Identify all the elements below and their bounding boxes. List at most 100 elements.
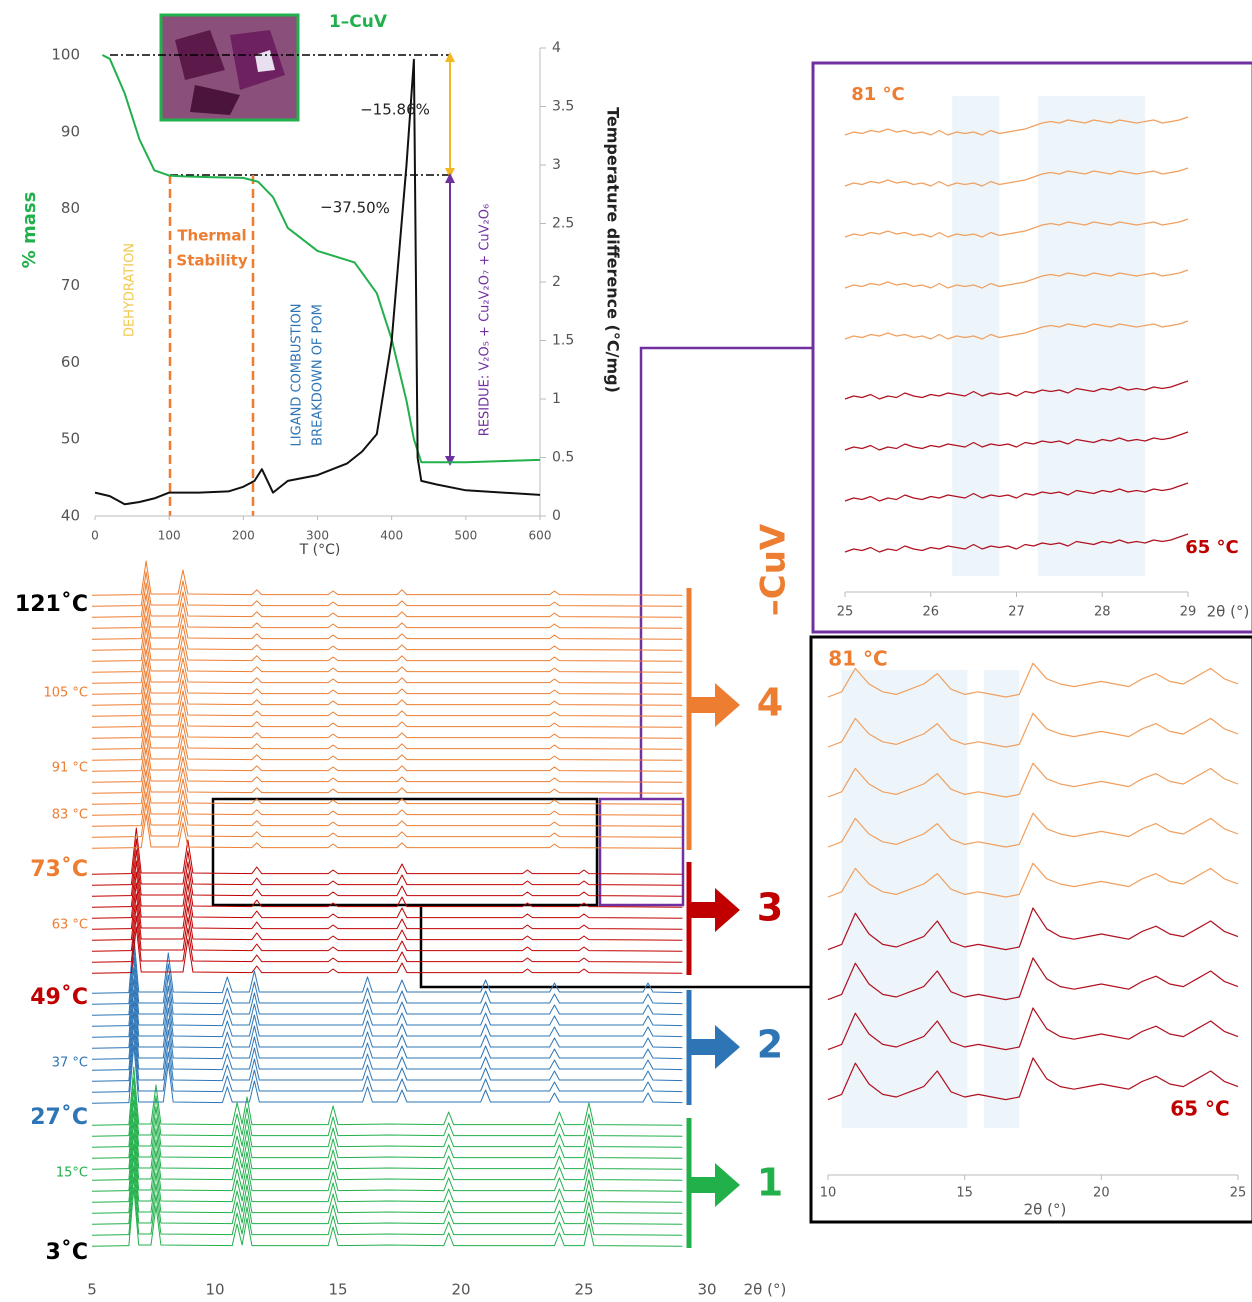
x-axis-title: 2θ (°)	[1024, 1201, 1067, 1219]
temperature-label: 63 °C	[52, 918, 88, 933]
phase-label: 1	[757, 1161, 783, 1205]
series-line	[92, 726, 682, 760]
x-tick-label: 300	[306, 529, 329, 543]
x-tick-label: 5	[87, 1281, 97, 1299]
series-name: 81 °C	[828, 647, 887, 671]
x-tick-label: 25	[574, 1281, 593, 1299]
y2-axis-title: Temperature difference (°C/mg)	[604, 107, 623, 393]
y-tick-label: 60	[61, 353, 80, 371]
x-tick-label: 25	[1230, 1186, 1247, 1201]
sample-photo	[161, 15, 298, 120]
series-line	[92, 990, 682, 1048]
x-tick-label: 20	[1093, 1186, 1110, 1201]
y2-tick-label: 2.5	[552, 216, 574, 232]
series-line	[92, 748, 682, 782]
series-line	[92, 693, 682, 727]
annotation: LIGAND COMBUSTION	[290, 304, 305, 447]
temperature-label: 27˚C	[30, 1105, 88, 1130]
series-line	[92, 1001, 682, 1059]
series-line	[92, 1133, 682, 1191]
x-tick-label: 15	[956, 1186, 973, 1201]
annotation: RESIDUE: V₂O₅ + Cu₂V₂O₇ + CuV₂O₆	[478, 204, 493, 436]
annotation: DEHYDRATION	[123, 243, 138, 337]
y2-tick-label: 1.5	[552, 333, 574, 349]
x-tick-label: 26	[922, 605, 939, 620]
series-line	[92, 1067, 682, 1125]
x-tick-label: 500	[454, 529, 477, 543]
series-line	[92, 1155, 682, 1213]
series-line	[92, 1078, 682, 1136]
series-line	[92, 792, 682, 826]
series-line	[92, 1177, 682, 1235]
x-axis-title: 2θ (°)	[1207, 603, 1250, 621]
temperature-label: 91 °C	[52, 761, 88, 776]
y2-tick-label: 3.5	[552, 99, 574, 115]
x-tick-label: 10	[820, 1186, 837, 1201]
series-line	[92, 946, 682, 1004]
y-tick-label: 80	[61, 199, 80, 217]
x-tick-label: 30	[697, 1281, 716, 1299]
phase-label: 2	[757, 1023, 783, 1067]
y-tick-label: 90	[61, 122, 80, 140]
y2-tick-label: 2	[552, 274, 561, 290]
annotation: BREAKDOWN OF POM	[311, 304, 326, 446]
temperature-label: 15°C	[56, 1166, 88, 1181]
series-name: 81 °C	[851, 84, 905, 105]
series-line	[92, 1144, 682, 1202]
y2-tick-label: 4	[552, 40, 561, 56]
series-line	[92, 583, 682, 617]
series-line	[92, 814, 682, 848]
y-tick-label: 40	[61, 507, 80, 525]
y2-tick-label: 0	[552, 508, 561, 524]
x-axis-title: 2θ (°)	[744, 1281, 787, 1299]
series-line	[92, 1100, 682, 1158]
figure: 010020030040050060040506070809010000.511…	[0, 0, 1252, 1302]
annotation: −37.50%	[320, 198, 390, 217]
annotation: Stability	[176, 252, 247, 270]
series-line	[92, 1012, 682, 1070]
series-line	[92, 638, 682, 672]
y-tick-label: 100	[51, 46, 80, 64]
x-tick-label: 25	[837, 605, 854, 620]
y2-tick-label: 3	[552, 157, 561, 173]
series-line	[92, 737, 682, 771]
annotation: −15.86%	[360, 101, 430, 119]
x-tick-label: 15	[328, 1281, 347, 1299]
series-name: 65 °C	[1185, 537, 1239, 558]
arrow-head	[445, 456, 455, 466]
series-line	[92, 572, 682, 606]
highlight-band	[984, 670, 1020, 1128]
phase-arrow	[689, 683, 740, 727]
series-line	[92, 1089, 682, 1147]
series-line	[92, 605, 682, 639]
series-line	[92, 671, 682, 705]
temperature-label: 83 °C	[52, 808, 88, 823]
y-tick-label: 50	[61, 430, 80, 448]
series-line	[92, 968, 682, 1026]
series-line	[92, 935, 682, 993]
series-line	[92, 1045, 682, 1103]
series-line	[92, 660, 682, 694]
phase-arrow	[689, 1163, 740, 1207]
series-line	[92, 803, 682, 837]
highlight-band	[1038, 96, 1145, 576]
series-line	[92, 1111, 682, 1169]
series-name: 65 °C	[1170, 1097, 1229, 1121]
x-tick-label: 0	[91, 529, 99, 543]
x-tick-label: 200	[232, 529, 255, 543]
series-line	[92, 759, 682, 793]
series-line	[92, 1122, 682, 1180]
series-line	[92, 649, 682, 683]
series-line	[92, 839, 682, 885]
y2-tick-label: 0.5	[552, 450, 574, 466]
x-tick-label: 28	[1094, 605, 1111, 620]
series-line	[92, 682, 682, 716]
y-tick-label: 70	[61, 276, 80, 294]
chart-title: 1–CuV	[329, 12, 388, 32]
temperature-label: 49˚C	[30, 985, 88, 1010]
series-line	[92, 616, 682, 650]
x-tick-label: 29	[1180, 605, 1197, 620]
annotation: Thermal	[177, 227, 246, 245]
series-line	[92, 1034, 682, 1092]
temperature-label: 73˚C	[30, 857, 88, 882]
